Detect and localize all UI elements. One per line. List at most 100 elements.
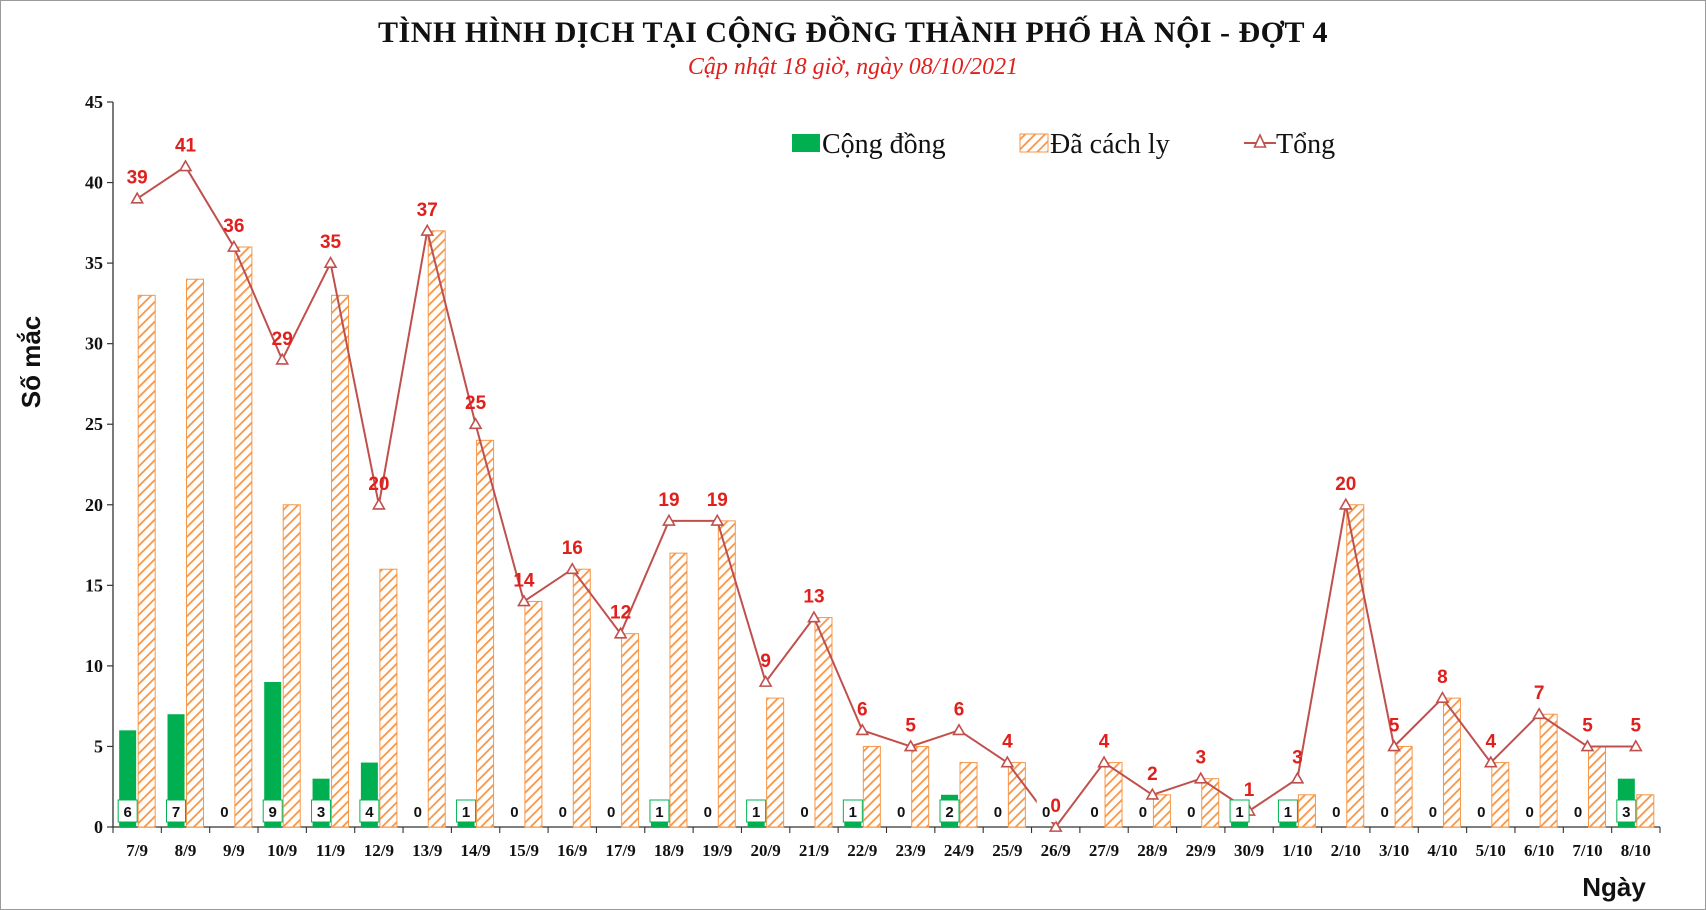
isolated-bar <box>1201 778 1220 828</box>
community-value-label: 0 <box>414 804 422 821</box>
legend-label-total: Tổng <box>1276 129 1335 160</box>
community-label-box <box>842 799 863 823</box>
community-value-label: 0 <box>1187 804 1195 821</box>
isolated-bar <box>572 568 591 828</box>
community-value-label: 9 <box>269 804 277 821</box>
x-tick-label: 7/9 <box>126 841 148 860</box>
isolated-bar <box>234 246 253 828</box>
isolated-bar <box>814 617 833 828</box>
total-marker <box>613 626 628 639</box>
x-tick-label: 27/9 <box>1089 841 1119 860</box>
total-value-label: 3 <box>1292 748 1303 769</box>
community-label-box <box>1036 800 1056 822</box>
community-value-label: 0 <box>1380 804 1388 821</box>
community-label-box <box>504 800 524 822</box>
total-marker <box>1338 497 1353 510</box>
community-label-box <box>1616 799 1637 823</box>
total-marker <box>1000 755 1015 768</box>
total-marker <box>710 513 725 526</box>
x-tick-label: 1/10 <box>1282 841 1312 860</box>
community-label-box <box>1229 799 1250 823</box>
y-axis-title: Số mắc <box>16 316 46 409</box>
community-value-label: 1 <box>655 804 663 821</box>
community-value-label: 0 <box>994 804 1002 821</box>
y-tick-label: 30 <box>85 334 103 354</box>
x-tick-label: 14/9 <box>460 841 490 860</box>
total-value-label: 4 <box>1099 732 1110 753</box>
total-value-label: 1 <box>1244 780 1255 801</box>
community-value-label: 0 <box>897 804 905 821</box>
community-value-label: 0 <box>800 804 808 821</box>
community-label-box <box>601 800 621 822</box>
community-value-label: 0 <box>607 804 615 821</box>
isolated-bar <box>1297 794 1316 828</box>
community-value-label: 0 <box>1332 804 1340 821</box>
x-tick-label: 10/9 <box>267 841 297 860</box>
isolated-bar <box>331 294 350 828</box>
community-value-label: 2 <box>945 804 953 821</box>
total-value-label: 7 <box>1534 683 1545 704</box>
total-value-label: 35 <box>320 232 342 253</box>
x-tick-label: 24/9 <box>944 841 974 860</box>
community-label-box <box>1326 800 1346 822</box>
total-value-label: 0 <box>1050 796 1061 817</box>
community-label-box <box>939 799 960 823</box>
total-marker <box>1097 755 1111 768</box>
community-label-box <box>891 800 911 822</box>
y-tick-label: 45 <box>85 92 103 112</box>
community-value-label: 0 <box>559 804 567 821</box>
community-label-box <box>214 800 234 822</box>
total-marker <box>855 723 870 736</box>
community-label-box <box>649 799 670 823</box>
x-tick-label: 29/9 <box>1186 841 1216 860</box>
total-value-label: 41 <box>175 135 197 156</box>
legend-label-isolated: Đã cách ly <box>1050 129 1170 160</box>
total-value-label: 13 <box>803 587 824 608</box>
isolated-bar <box>282 504 301 828</box>
total-value-label: 12 <box>610 603 631 624</box>
x-axis-title: Ngày <box>1582 872 1646 902</box>
community-value-label: 0 <box>1477 804 1485 821</box>
total-value-label: 4 <box>1002 732 1013 753</box>
x-tick-label: 9/9 <box>223 841 245 860</box>
total-value-label: 6 <box>954 699 965 720</box>
community-label-box <box>408 800 428 822</box>
x-tick-label: 8/9 <box>175 841 197 860</box>
x-tick-label: 22/9 <box>847 841 877 860</box>
x-tick-label: 23/9 <box>896 841 926 860</box>
community-label-box <box>1471 800 1491 822</box>
total-marker <box>952 723 966 736</box>
isolated-bar <box>379 568 398 828</box>
total-value-label: 8 <box>1437 667 1448 688</box>
community-value-label: 1 <box>752 804 760 821</box>
community-label-box <box>311 799 332 823</box>
community-value-label: 1 <box>1284 804 1292 821</box>
y-tick-label: 25 <box>85 414 103 434</box>
y-tick-label: 10 <box>85 656 103 676</box>
legend-label-community: Cộng đồng <box>822 129 946 160</box>
total-value-label: 4 <box>1486 732 1497 753</box>
isolated-bar <box>669 552 688 828</box>
community-value-label: 0 <box>1574 804 1582 821</box>
community-value-label: 0 <box>1042 804 1050 821</box>
community-label-box <box>698 800 718 822</box>
x-tick-label: 21/9 <box>799 841 829 860</box>
total-marker <box>1532 707 1547 720</box>
total-value-label: 5 <box>1389 715 1400 736</box>
total-value-label: 14 <box>513 570 535 591</box>
isolated-bar <box>427 230 446 828</box>
community-label-box <box>1520 800 1540 822</box>
community-label-box <box>794 800 814 822</box>
community-value-label: 0 <box>704 804 712 821</box>
y-tick-label: 5 <box>94 736 103 756</box>
isolated-bar <box>1346 504 1365 828</box>
total-marker <box>323 255 338 269</box>
community-label-box <box>456 799 477 823</box>
total-marker <box>226 239 241 252</box>
community-value-label: 3 <box>317 804 325 821</box>
total-marker <box>758 674 773 687</box>
community-bar <box>167 714 185 827</box>
isolated-bar <box>1442 697 1461 828</box>
isolated-bar <box>621 633 640 828</box>
